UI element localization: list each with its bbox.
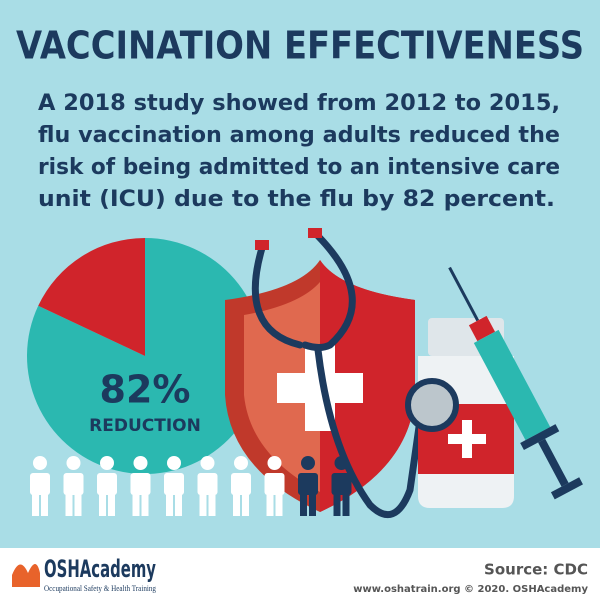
person-head	[301, 456, 315, 470]
syringe-icon	[448, 266, 583, 500]
person-leg	[333, 494, 341, 516]
person-head	[133, 456, 148, 470]
person-body	[30, 473, 50, 495]
person-leg	[65, 494, 73, 516]
pie-annotation: REDUCTION	[89, 416, 201, 436]
earpiece	[308, 228, 322, 238]
person-head	[334, 456, 349, 470]
person-icon	[331, 456, 352, 516]
person-icon	[97, 456, 117, 516]
source: Source: CDC	[484, 561, 588, 579]
person-head	[100, 456, 114, 470]
logo-flame	[12, 564, 40, 587]
person-leg	[132, 494, 140, 516]
footer	[0, 548, 600, 600]
person-body	[164, 473, 184, 495]
person-head	[66, 456, 81, 470]
person-icon	[264, 456, 285, 516]
body-line: risk of being admitted to an intensive c…	[38, 155, 560, 180]
earpiece	[255, 240, 269, 250]
person-leg	[275, 494, 283, 516]
person-leg	[108, 494, 115, 516]
person-leg	[166, 494, 173, 516]
person-head	[267, 456, 282, 470]
person-leg	[208, 494, 216, 516]
person-icon	[30, 456, 50, 516]
person-body	[97, 473, 117, 495]
person-leg	[74, 494, 82, 516]
person-leg	[141, 494, 149, 516]
bottle-icon	[405, 318, 514, 508]
logo-tagline: Occupational Safety & Health Training	[44, 584, 156, 593]
person-leg	[32, 494, 39, 516]
person-head	[167, 456, 181, 470]
person-icon	[231, 456, 251, 516]
person-leg	[309, 494, 316, 516]
body-line: unit (ICU) due to the flu by 82 percent.	[38, 187, 555, 212]
person-leg	[199, 494, 207, 516]
pie-chart: 82% REDUCTION	[26, 238, 264, 474]
person-icon	[197, 456, 218, 516]
pie-slice	[26, 238, 264, 474]
person-icon	[164, 456, 184, 516]
person-leg	[99, 494, 106, 516]
person-leg	[175, 494, 182, 516]
body-line: flu vaccination among adults reduced the	[38, 123, 560, 148]
stethoscope-icon	[251, 232, 424, 518]
person-leg	[266, 494, 274, 516]
logo: OSHAcademy	[44, 555, 156, 583]
person-head	[33, 456, 47, 470]
body-line: A 2018 study showed from 2012 to 2015,	[38, 91, 560, 116]
pie-label: 82%	[100, 368, 191, 412]
person-leg	[342, 494, 350, 516]
body-text: A 2018 study showed from 2012 to 2015, f…	[38, 91, 560, 212]
people-pictogram	[30, 456, 352, 516]
person-body	[231, 473, 251, 495]
person-icon	[298, 456, 318, 516]
person-leg	[41, 494, 48, 516]
person-head	[234, 456, 248, 470]
person-leg	[242, 494, 249, 516]
person-body	[197, 473, 218, 495]
person-body	[130, 473, 151, 495]
credit: www.oshatrain.org © 2020. OSHAcademy	[353, 584, 588, 595]
person-head	[200, 456, 215, 470]
pie-slice	[38, 238, 145, 356]
person-body	[264, 473, 285, 495]
person-leg	[300, 494, 307, 516]
person-icon	[63, 456, 84, 516]
title: VACCINATION EFFECTIVENESS	[16, 24, 584, 68]
person-body	[331, 473, 352, 495]
person-icon	[130, 456, 151, 516]
person-body	[63, 473, 84, 495]
person-body	[298, 473, 318, 495]
person-leg	[233, 494, 240, 516]
